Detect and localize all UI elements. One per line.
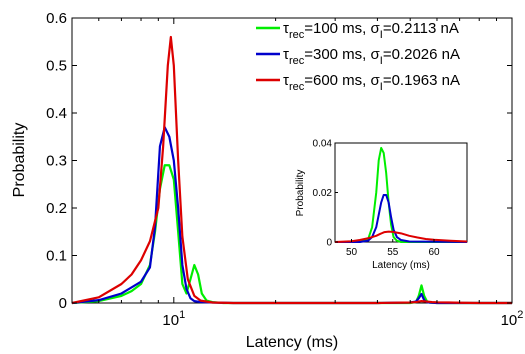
inset-line-tau600 [334, 230, 468, 243]
legend-part-a_sub: rec [289, 29, 305, 41]
inset-curves [334, 146, 468, 243]
inset-x-tick-label: 55 [387, 247, 399, 258]
legend-part-a: τ [283, 72, 289, 89]
legend-part-c: =0.2026 nA [383, 46, 460, 63]
legend-part-b_sub: I [380, 29, 383, 41]
inset-x-tick-label: 50 [346, 247, 358, 258]
y-tick-label: 0.4 [46, 105, 67, 122]
legend-part-b: =300 ms, σ [304, 46, 380, 63]
y-tick-label: 0.1 [46, 248, 67, 265]
inset-x-axis-label: Latency (ms) [372, 260, 430, 271]
inset-plot-frame [334, 142, 468, 243]
inset-y-tick-label: 0 [326, 238, 332, 249]
main-curves [71, 35, 512, 305]
y-tick-label: 0.6 [46, 10, 67, 27]
inset-line-tau100 [335, 146, 467, 243]
x-tick-label-base: 10 [162, 312, 179, 329]
legend-part-c: =0.1963 nA [383, 72, 460, 89]
y-axis-label: Probability [11, 123, 28, 198]
x-tick-label-exp: 2 [517, 309, 523, 321]
legend-label-tau100: τrec=100 ms, σI=0.2113 nA [283, 20, 459, 41]
legend-part-b_sub: I [380, 81, 383, 93]
inset-y-axis-label: Probability [295, 170, 306, 217]
y-tick-label: 0.3 [46, 153, 67, 170]
legend-part-a: τ [283, 20, 289, 37]
inset-line-tau300 [335, 193, 468, 243]
legend-part-b: =100 ms, σ [304, 20, 380, 37]
legend-part-c: =0.2113 nA [383, 20, 459, 37]
x-tick-label: 102 [501, 309, 524, 329]
inset-axes: 0 0.02 0.04 50 55 60 Latency (ms) Probability [295, 139, 468, 271]
y-tick-label: 0.5 [46, 58, 67, 75]
inset-ticks: 0 0.02 0.04 50 55 60 [313, 139, 440, 259]
inset-x-tick-label: 60 [428, 247, 440, 258]
legend-part-a_sub: rec [289, 81, 305, 93]
legend-part-b_sub: I [380, 55, 383, 67]
main-line-tau600 [71, 35, 512, 305]
inset-y-tick-label: 0.02 [313, 188, 333, 199]
x-tick-label-base: 10 [501, 312, 518, 329]
legend-part-b: =600 ms, σ [304, 72, 380, 89]
y-tick-label: 0 [59, 295, 67, 312]
legend-part-a_sub: rec [289, 55, 305, 67]
x-tick-label-exp: 1 [179, 309, 185, 321]
x-axis-label: Latency (ms) [246, 334, 338, 351]
legend-label-tau600: τrec=600 ms, σI=0.1963 nA [283, 72, 460, 93]
inset-y-tick-label: 0.04 [313, 139, 333, 150]
x-tick-label: 101 [162, 309, 185, 329]
legend-part-a: τ [283, 46, 289, 63]
y-tick-label: 0.2 [46, 200, 67, 217]
legend-label-tau300: τrec=300 ms, σI=0.2026 nA [283, 46, 460, 67]
